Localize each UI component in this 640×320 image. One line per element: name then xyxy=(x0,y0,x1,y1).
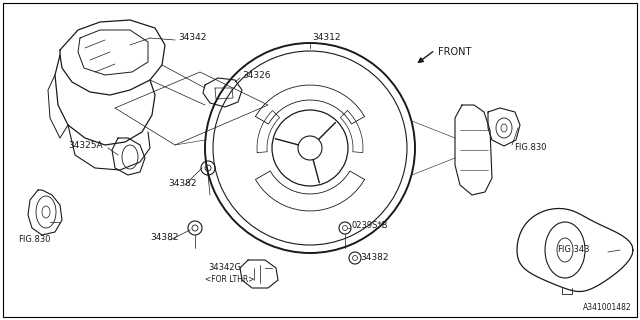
Text: A341001482: A341001482 xyxy=(584,303,632,312)
Text: 34325A: 34325A xyxy=(68,140,102,149)
Text: 34382: 34382 xyxy=(168,180,196,188)
Text: FRONT: FRONT xyxy=(438,47,472,57)
Text: 34342G: 34342G xyxy=(208,263,241,273)
Text: 0239S*B: 0239S*B xyxy=(352,220,388,229)
Text: 34382: 34382 xyxy=(360,253,388,262)
Text: FIG.343: FIG.343 xyxy=(557,245,589,254)
Text: FIG.830: FIG.830 xyxy=(18,236,51,244)
Text: 34342: 34342 xyxy=(178,33,206,42)
Text: FIG.830: FIG.830 xyxy=(514,143,547,153)
Text: 34312: 34312 xyxy=(312,34,340,43)
Text: <FOR LTHR>: <FOR LTHR> xyxy=(205,276,255,284)
Text: 34326: 34326 xyxy=(242,70,271,79)
Text: 34382: 34382 xyxy=(150,234,179,243)
